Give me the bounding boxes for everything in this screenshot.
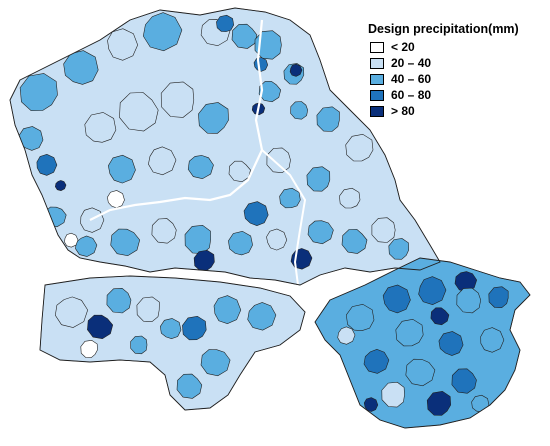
legend-label: 20 – 40 xyxy=(391,56,432,70)
municipality-area xyxy=(148,146,177,176)
municipality-area xyxy=(363,348,390,374)
legend-item: < 20 xyxy=(370,39,519,55)
municipality-area xyxy=(110,228,141,257)
municipality-area xyxy=(426,390,452,416)
municipality-area xyxy=(187,155,214,180)
municipality-area xyxy=(363,397,379,412)
legend-swatch xyxy=(370,57,384,69)
municipality-area xyxy=(216,14,235,32)
legend-swatch xyxy=(370,105,384,117)
municipality-area xyxy=(107,190,125,209)
municipality-area xyxy=(198,102,229,134)
municipality-area xyxy=(160,81,195,118)
legend-label: > 80 xyxy=(391,104,415,118)
municipality-area xyxy=(119,92,159,132)
legend-item: 20 – 40 xyxy=(370,55,519,71)
municipality-area xyxy=(151,218,177,244)
river xyxy=(261,149,307,286)
municipality-area xyxy=(213,295,242,325)
legend-title: Design precipitation(mm) xyxy=(368,22,519,36)
municipality-area xyxy=(228,160,251,183)
municipality-area xyxy=(193,249,215,271)
municipality-area xyxy=(480,327,505,353)
municipality-area xyxy=(80,339,98,358)
municipality-area xyxy=(341,229,368,254)
municipality-area xyxy=(316,106,340,132)
municipality-area xyxy=(279,187,301,209)
legend-label: 60 – 80 xyxy=(391,88,432,102)
municipality-area xyxy=(64,232,79,248)
legend-label: 40 – 60 xyxy=(391,72,432,86)
municipality-area xyxy=(176,373,203,399)
municipality-area xyxy=(231,23,258,49)
municipality-area xyxy=(388,238,410,260)
municipality-area xyxy=(159,318,182,340)
municipality-area xyxy=(371,217,396,243)
region-outline xyxy=(9,7,441,286)
municipality-area xyxy=(142,12,183,52)
municipality-area xyxy=(307,220,334,245)
municipality-area xyxy=(266,228,288,251)
municipality-area xyxy=(306,166,331,192)
legend-swatch xyxy=(370,73,384,85)
municipality-area xyxy=(289,63,303,77)
municipality-area xyxy=(438,331,464,356)
municipality-area xyxy=(243,201,269,227)
legend-rows: < 20 20 – 40 40 – 60 60 – 80 > 80 xyxy=(368,39,519,119)
map-legend: Design precipitation(mm) < 20 20 – 40 40 –… xyxy=(368,22,519,119)
region-southwest xyxy=(39,275,306,411)
municipality-area xyxy=(471,394,490,413)
river xyxy=(89,19,264,221)
municipality-area xyxy=(54,296,89,328)
municipality-area xyxy=(339,187,361,209)
municipality-area xyxy=(18,126,44,151)
municipality-area xyxy=(36,153,58,176)
municipality-area xyxy=(266,147,291,174)
municipality-area xyxy=(451,368,477,394)
legend-item: 60 – 80 xyxy=(370,87,519,103)
municipality-area xyxy=(488,286,509,309)
municipality-area xyxy=(395,318,424,347)
municipality-area xyxy=(106,287,132,314)
municipality-area xyxy=(130,335,148,355)
legend-item: > 80 xyxy=(370,103,519,119)
municipality-area xyxy=(19,73,58,111)
municipality-area xyxy=(345,133,374,162)
municipality-area xyxy=(418,276,447,306)
municipality-area xyxy=(54,180,67,192)
region-outline xyxy=(39,275,306,411)
municipality-area xyxy=(405,358,436,387)
municipality-area xyxy=(381,381,405,408)
municipality-area xyxy=(258,81,282,103)
municipality-area xyxy=(254,30,282,60)
municipality-area xyxy=(345,303,375,332)
legend-label: < 20 xyxy=(391,40,415,54)
municipality-area xyxy=(107,154,136,184)
municipality-area xyxy=(182,315,207,341)
municipality-area xyxy=(63,50,99,85)
legend-swatch xyxy=(370,41,384,53)
municipality-area xyxy=(84,112,117,143)
municipality-area xyxy=(247,302,277,331)
municipality-area xyxy=(456,287,482,314)
municipality-area xyxy=(200,349,231,377)
municipality-area xyxy=(430,307,450,326)
municipality-area xyxy=(107,28,139,61)
municipality-area xyxy=(136,296,160,322)
municipality-regions xyxy=(9,7,531,429)
municipality-area xyxy=(87,314,114,340)
municipality-area xyxy=(382,284,411,314)
region-outline xyxy=(314,257,531,429)
municipality-area xyxy=(228,230,253,256)
municipality-area xyxy=(290,101,309,120)
municipality-area xyxy=(337,326,356,345)
legend-item: 40 – 60 xyxy=(370,71,519,87)
legend-swatch xyxy=(370,89,384,101)
